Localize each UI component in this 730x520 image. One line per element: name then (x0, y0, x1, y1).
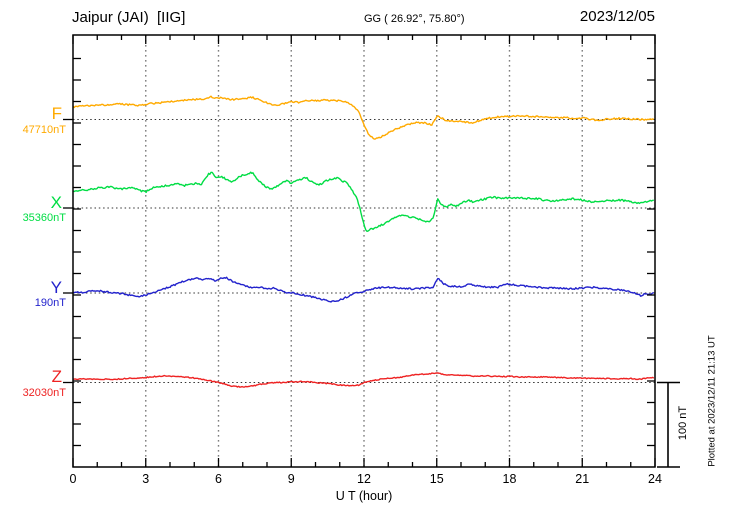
axis-ticks (63, 35, 656, 467)
channel-label-Z: Z (51, 367, 62, 386)
x-tick-label-3: 3 (142, 472, 150, 486)
plotted-timestamp-note: Plotted at 2023/12/11 21:13 UT (706, 335, 718, 467)
x-tick-label-6: 6 (215, 472, 222, 486)
scale-bar (657, 381, 680, 468)
trace-Y (73, 276, 654, 303)
date-label: 2023/12/05 (579, 8, 655, 25)
gridlines (73, 35, 655, 467)
trace-X (72, 171, 654, 233)
channel-label-F: F (51, 104, 62, 123)
channel-label-Y: Y (50, 277, 62, 297)
x-tick-label-24: 24 (648, 472, 662, 486)
channel-baseline-value-F: 47710nT (22, 123, 66, 136)
scale-bar-label: 100 nT (677, 405, 689, 441)
channel-baseline-value-X: 35360nT (22, 212, 66, 224)
x-tick-label-18: 18 (502, 472, 517, 486)
plot-frame (72, 34, 656, 468)
x-tick-label-12: 12 (357, 472, 371, 486)
x-tick-label-21: 21 (575, 472, 590, 486)
page-title: Jaipur (JAI) [IIG] (72, 9, 186, 26)
x-tick-label-9: 9 (287, 472, 295, 486)
geographic-coords-label: GG ( 26.92°, 75.80°) (364, 13, 465, 25)
channel-baseline-value-Z: 32030nT (22, 386, 66, 399)
trace-F (72, 95, 654, 140)
x-tick-label-0: 0 (69, 472, 77, 486)
channel-label-X: X (50, 192, 62, 212)
channel-baseline-value-Y: 190nT (34, 297, 66, 309)
x-axis-label: U T (hour) (335, 489, 393, 503)
x-tick-label-15: 15 (429, 472, 444, 486)
trace-Z (72, 372, 655, 388)
